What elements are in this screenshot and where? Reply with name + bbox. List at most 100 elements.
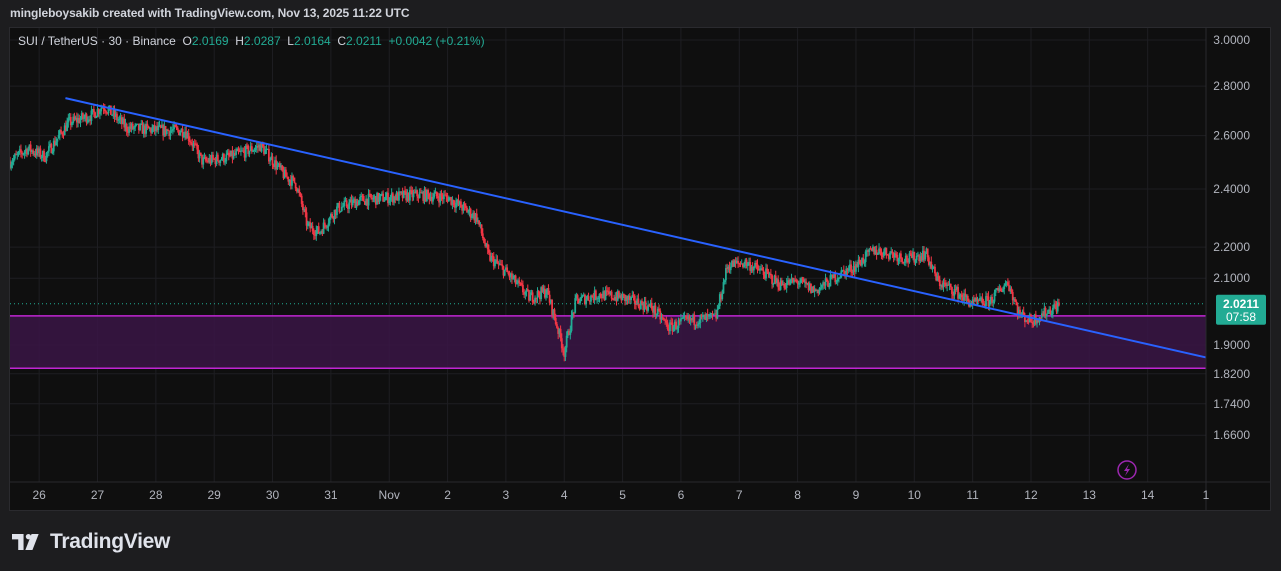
candle-body [483, 238, 485, 243]
candle-body [853, 266, 856, 272]
candle-body [790, 277, 793, 280]
candle-body [254, 147, 257, 150]
candle-body [858, 259, 861, 264]
candle-body [731, 260, 733, 267]
candle-body [1045, 313, 1048, 317]
candle-body [263, 146, 265, 155]
candle-body [728, 266, 731, 271]
support-zone [10, 315, 1206, 370]
flash-icon-bolt [1124, 464, 1130, 476]
tradingview-brand[interactable]: TradingView [12, 529, 170, 555]
candle-body [72, 116, 75, 123]
candle-body [128, 126, 131, 133]
candle-body [919, 256, 922, 262]
candle-body [869, 248, 872, 250]
candle-body [269, 160, 272, 162]
chart-canvas[interactable]: 3.0000 2.8000 2.6000 2.4000 2.2000 2.1000 1.90… [10, 28, 1270, 510]
candle-body [697, 324, 699, 326]
candle-body [996, 288, 998, 290]
trendline [65, 97, 1207, 359]
candle-body [801, 278, 804, 280]
candle-body [401, 191, 404, 198]
candle-body [157, 125, 160, 131]
candle-body [788, 280, 791, 285]
candle-body [457, 199, 460, 205]
candle-body [223, 154, 225, 163]
candle-body [846, 268, 849, 271]
candle-body [927, 257, 930, 265]
candle-body [936, 276, 939, 281]
candle-body [717, 306, 720, 309]
candle-body [38, 148, 41, 154]
candle-body [910, 254, 913, 258]
price-axis: 3.0000 2.8000 2.6000 2.4000 2.2000 2.1000 1.90… [1213, 33, 1250, 442]
candle-body [175, 126, 178, 128]
candle-body [360, 195, 363, 198]
candle-body [658, 308, 660, 311]
candle-body [615, 296, 618, 301]
candle-body [1047, 310, 1049, 314]
candle-body [305, 212, 308, 226]
candle-body [302, 203, 304, 211]
candle-body [518, 280, 521, 283]
candle-body [1002, 289, 1004, 292]
candle-body [810, 283, 812, 293]
candle-body [588, 300, 591, 302]
candle-body [767, 271, 770, 274]
candle-body [812, 286, 815, 292]
candle-body [181, 128, 184, 137]
candle-body [733, 260, 736, 267]
candle-body [146, 123, 149, 127]
candle-body [201, 154, 203, 165]
candle-body [396, 192, 399, 201]
candle-body [626, 296, 629, 300]
candle-body [446, 196, 449, 202]
candle-body [734, 260, 737, 263]
candle-body [489, 252, 492, 261]
candle-body [704, 314, 707, 320]
chart-frame[interactable]: 3.0000 2.8000 2.6000 2.4000 2.2000 2.1000 1.90… [9, 27, 1271, 511]
candle-body [794, 279, 797, 281]
candle-body [150, 128, 152, 133]
candle-body [349, 199, 352, 203]
candle-body [103, 108, 106, 112]
candle-body [294, 182, 297, 189]
candle-body [569, 330, 572, 335]
candle-body [280, 165, 282, 168]
candle-body [52, 140, 55, 152]
candle-body [663, 318, 665, 320]
candle-body [654, 305, 657, 315]
candle-body [931, 267, 934, 269]
candle-body [178, 129, 180, 136]
candle-body [966, 295, 969, 301]
candle-body [315, 230, 318, 236]
candle-body [624, 294, 626, 302]
candle-body [540, 287, 543, 300]
symbol-label[interactable]: SUI / TetherUS · 30 · Binance [18, 34, 176, 48]
x-tick-label: Nov [379, 488, 400, 502]
candle-body [1050, 313, 1053, 315]
candle-body [690, 318, 693, 321]
candle-body [26, 149, 28, 155]
candle-body [477, 220, 479, 222]
candle-body [44, 161, 47, 163]
candle-body [412, 192, 415, 198]
candle-body [761, 268, 764, 271]
candle-body [692, 314, 694, 321]
candle-body [951, 287, 953, 294]
candle-body [309, 222, 312, 229]
candle-body [851, 271, 854, 273]
candle-body [253, 149, 256, 151]
candle-body [424, 189, 427, 201]
low-label: L [287, 34, 294, 48]
candle-body [645, 307, 648, 311]
candle-body [439, 193, 442, 203]
candle-body [113, 109, 116, 117]
candle-body [198, 152, 201, 159]
candle-body [453, 205, 456, 208]
candle-body [68, 117, 71, 119]
candle-body [517, 280, 519, 284]
candle-body [613, 298, 615, 301]
candle-body [247, 145, 250, 155]
candle-body [210, 154, 213, 164]
